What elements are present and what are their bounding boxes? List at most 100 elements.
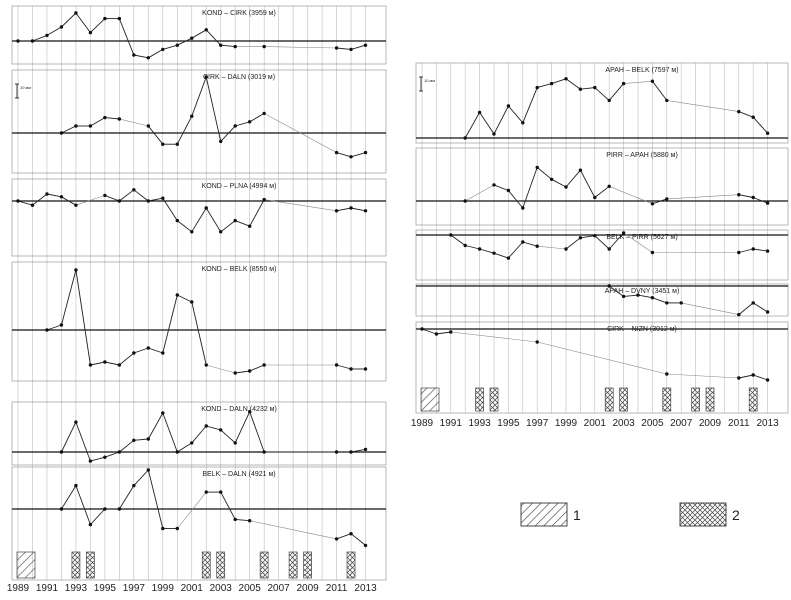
event-marker-type-2 <box>604 387 614 412</box>
year-tick-label: 1989 <box>411 418 434 429</box>
panel-frame <box>415 229 789 281</box>
series-segment <box>264 113 337 153</box>
series-segment <box>220 125 236 142</box>
data-point <box>492 183 496 187</box>
data-point <box>506 104 511 108</box>
data-point <box>30 203 35 207</box>
data-point <box>88 459 93 463</box>
series-segment <box>75 421 91 462</box>
series-segment <box>61 125 77 134</box>
data-point <box>535 340 539 344</box>
series-segment <box>350 533 366 546</box>
series-segment <box>594 87 610 101</box>
data-point <box>349 47 353 52</box>
data-point <box>751 115 755 119</box>
data-point <box>621 294 626 299</box>
data-point <box>117 16 122 21</box>
data-point <box>549 177 554 181</box>
series-segment <box>537 341 667 375</box>
series-segment <box>249 411 265 453</box>
data-point <box>262 111 266 116</box>
series-segment <box>118 485 135 510</box>
data-point <box>751 373 755 377</box>
data-point <box>74 268 78 272</box>
year-tick-label: 2001 <box>181 583 204 594</box>
series-segment <box>46 324 62 331</box>
data-point <box>463 136 467 140</box>
series-segment <box>249 364 265 372</box>
series-segment <box>594 235 610 250</box>
year-tick-label: 2007 <box>268 583 291 594</box>
data-point <box>16 199 20 203</box>
series-segment <box>220 491 236 520</box>
series-segment <box>450 331 538 343</box>
right-year-axis: 1989 1991 1993 1995 1997 1999 2001 2003 2005 2007… <box>411 418 779 429</box>
data-point <box>45 33 49 38</box>
series-segment <box>537 83 552 89</box>
data-point <box>204 75 208 79</box>
data-point <box>74 11 78 15</box>
left-panel-2: CIRK – DALN (3019 м) 10 мм <box>11 69 387 174</box>
data-point <box>506 256 511 260</box>
series-segment <box>119 189 135 202</box>
data-point <box>190 36 194 40</box>
data-point <box>363 150 368 155</box>
year-tick-label: 1991 <box>440 418 463 429</box>
data-point <box>146 56 151 60</box>
data-point <box>74 483 78 488</box>
series-segment <box>61 421 77 453</box>
event-marker-type-2 <box>748 387 758 412</box>
event-marker-type-1 <box>16 551 36 579</box>
series-segment <box>508 105 524 124</box>
series-segment <box>148 197 163 202</box>
panel-title: KOND – PLNA (4994 м) <box>202 183 277 190</box>
data-point <box>190 114 194 118</box>
series-segment <box>90 456 105 462</box>
data-point <box>262 450 266 454</box>
data-point <box>88 363 93 367</box>
series-segment <box>753 374 768 381</box>
data-point <box>334 363 339 367</box>
series-segment <box>234 411 251 444</box>
series-segment <box>537 245 567 250</box>
data-point <box>117 199 122 203</box>
series-segment <box>623 232 653 253</box>
data-point <box>59 25 64 29</box>
series-segment <box>205 76 222 142</box>
panel-title: CIRK – DALN (3019 м) <box>203 74 275 81</box>
data-point <box>593 234 597 238</box>
event-marker-type-2 <box>691 387 700 412</box>
series-segment <box>608 232 624 250</box>
legend-label-1: 1 <box>573 507 581 523</box>
data-point <box>161 411 165 415</box>
series-segment <box>162 294 178 354</box>
series-segment <box>652 80 668 101</box>
year-tick-label: 2003 <box>612 418 635 429</box>
left-year-axis: 1989 1991 1993 1995 1997 1999 2001 2003 2005 2007… <box>7 583 377 594</box>
legend-swatch-2 <box>679 502 727 527</box>
data-point <box>233 441 237 445</box>
series-segment <box>565 169 581 188</box>
data-point <box>463 199 467 203</box>
series-segment <box>336 533 352 540</box>
year-tick-label: 1999 <box>555 418 578 429</box>
data-point <box>247 120 252 124</box>
data-point <box>521 240 525 244</box>
data-point <box>117 363 122 367</box>
series-segment <box>652 198 667 205</box>
data-point <box>549 81 554 86</box>
data-point <box>492 132 496 136</box>
series-segment <box>336 152 352 158</box>
series-segment <box>753 248 768 252</box>
panel-frame <box>11 401 387 466</box>
data-point <box>190 300 194 304</box>
data-point <box>247 410 252 414</box>
series-segment <box>738 374 754 379</box>
data-point <box>117 450 122 454</box>
series-segment <box>508 190 524 209</box>
panel-frame <box>11 261 387 382</box>
data-point <box>233 124 237 128</box>
year-tick-label: 2001 <box>584 418 607 429</box>
year-tick-label: 1999 <box>152 583 175 594</box>
series-segment <box>17 200 33 206</box>
